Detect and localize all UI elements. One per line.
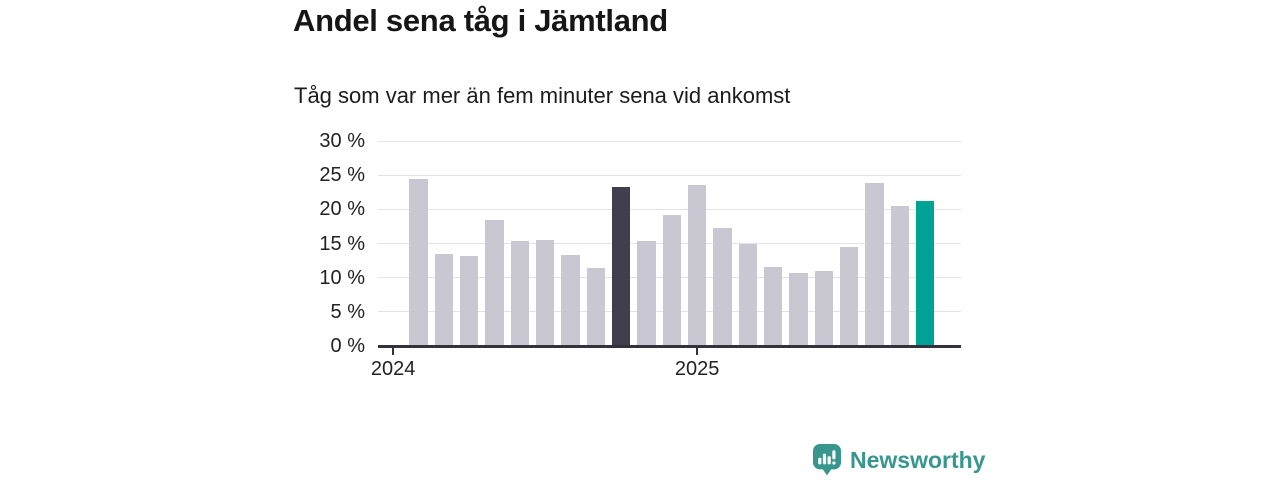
x-tick [392,347,395,355]
bar [763,266,783,346]
logo-exclamation-line [832,450,836,460]
bar [738,244,757,346]
bar [459,256,479,346]
x-tick [696,347,699,355]
gridline [378,174,961,176]
bar [485,220,504,346]
bar [535,240,555,346]
bar [865,183,884,346]
chart-title: Andel sena tåg i Jämtland [293,3,668,38]
y-tick-label: 20 % [319,198,365,221]
bar [713,228,732,346]
y-tick-label: 25 % [319,164,365,187]
logo-bar-2 [822,453,827,465]
x-tick-label: 2024 [370,358,416,380]
bar [915,201,935,346]
bar [409,178,428,346]
y-tick-label: 0 % [330,335,365,357]
newsworthy-logo-icon [813,444,841,476]
bar [561,255,580,346]
bar [687,185,707,346]
gridline [378,140,961,142]
logo-exclamation-dot [832,461,836,465]
bar [434,253,454,346]
y-tick-label: 10 % [319,266,365,289]
speech-bubble-shape [813,444,841,476]
x-axis-line [378,344,961,348]
bar [890,205,909,346]
chart-subtitle: Tåg som var mer än fem minuter sena vid … [294,83,791,108]
bar [586,268,605,346]
bar [789,272,808,346]
y-tick-label: 5 % [330,300,365,323]
gridline [378,208,961,210]
y-tick-label: 30 % [319,130,365,152]
y-tick-label: 15 % [319,232,365,255]
newsworthy-logo-text: Newsworthy [850,447,986,473]
x-tick-label: 2025 [674,358,720,380]
bar [662,215,681,346]
logo-bar-1 [818,457,822,465]
bar [510,241,529,346]
newsworthy-branding: Newsworthy [813,444,985,476]
bar [611,187,631,346]
bar [814,270,833,346]
bar [637,240,656,346]
bar [839,246,859,346]
logo-bar-3 [827,456,831,465]
